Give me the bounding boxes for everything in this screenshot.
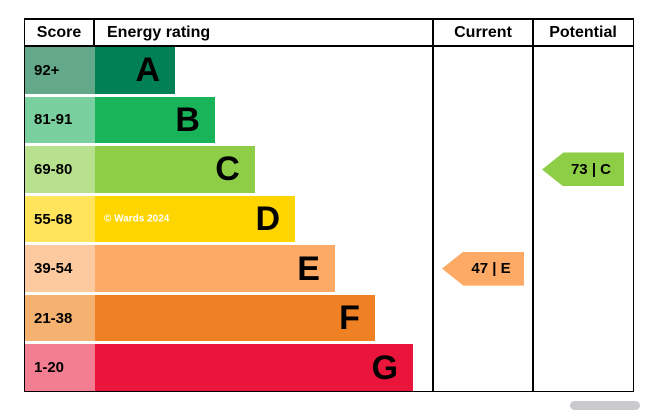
watermark: © Wards 2024	[104, 213, 170, 225]
band-bar-e: E	[95, 245, 335, 292]
current-cell-f	[433, 295, 533, 342]
band-row-b: 81-91 B	[25, 96, 633, 144]
potential-cell-g	[533, 344, 633, 391]
current-cell-a	[433, 47, 533, 94]
potential-cell-f	[533, 295, 633, 342]
band-track-c: C	[95, 146, 433, 193]
current-rating-arrow: 47 | E	[442, 251, 524, 286]
band-letter-g: G	[371, 348, 399, 387]
band-score-b: 81-91	[25, 96, 95, 144]
band-score-d: 55-68	[25, 195, 95, 243]
band-track-f: F	[95, 294, 433, 342]
band-bar-b: B	[95, 96, 215, 144]
band-track-g: G	[95, 344, 433, 392]
band-track-b: B	[95, 96, 433, 144]
band-row-c: 69-80 C 73 | C	[25, 146, 633, 193]
current-cell-g	[433, 344, 533, 391]
band-bar-f: F	[95, 294, 375, 342]
potential-cell-e	[533, 245, 633, 292]
band-bar-d: © Wards 2024 D	[95, 195, 296, 243]
header-score: Score	[25, 20, 95, 45]
band-score-a: 92+	[25, 47, 95, 94]
band-row-e: 39-54 E 47 | E	[25, 245, 633, 292]
band-score-g: 1-20	[25, 344, 95, 392]
potential-rating-label: 73 | C	[570, 160, 612, 178]
band-row-g: 1-20 G	[25, 344, 633, 392]
epc-rating-chart: Score Energy rating Current Potential 92…	[24, 18, 634, 392]
band-track-a: A	[95, 47, 433, 94]
potential-cell-c: 73 | C	[533, 146, 633, 193]
header-energy-rating: Energy rating	[107, 23, 211, 41]
band-score-f: 21-38	[25, 294, 95, 342]
current-column-divider	[432, 20, 434, 391]
band-track-e: E	[95, 245, 433, 292]
header-current: Current	[454, 23, 512, 41]
current-cell-c	[433, 146, 533, 193]
band-bar-a: A	[95, 47, 176, 94]
potential-rating-arrow: 73 | C	[542, 152, 624, 187]
band-bar-g: G	[95, 344, 414, 392]
potential-column-divider	[532, 20, 534, 391]
band-letter-e: E	[297, 249, 320, 288]
band-letter-c: C	[215, 150, 240, 189]
band-row-d: 55-68 © Wards 2024 D	[25, 195, 633, 243]
band-letter-f: F	[339, 299, 360, 338]
horizontal-scrollbar-thumb[interactable]	[570, 401, 640, 410]
potential-cell-a	[533, 47, 633, 94]
potential-cell-d	[533, 196, 633, 243]
chart-header: Score Energy rating Current Potential	[25, 20, 633, 47]
band-score-e: 39-54	[25, 245, 95, 292]
current-cell-d	[433, 196, 533, 243]
band-bar-c: C	[95, 146, 255, 193]
current-cell-b	[433, 97, 533, 144]
current-rating-label: 47 | E	[471, 260, 511, 278]
band-letter-d: D	[255, 200, 281, 239]
chart-body: 92+ A 81-91 B	[25, 47, 633, 392]
potential-cell-b	[533, 97, 633, 144]
band-track-d: © Wards 2024 D	[95, 195, 433, 243]
band-row-a: 92+ A	[25, 47, 633, 94]
header-potential: Potential	[549, 23, 617, 41]
current-cell-e: 47 | E	[433, 245, 533, 292]
band-letter-b: B	[175, 100, 200, 139]
band-row-f: 21-38 F	[25, 294, 633, 342]
band-letter-a: A	[135, 51, 161, 90]
band-score-c: 69-80	[25, 146, 95, 193]
